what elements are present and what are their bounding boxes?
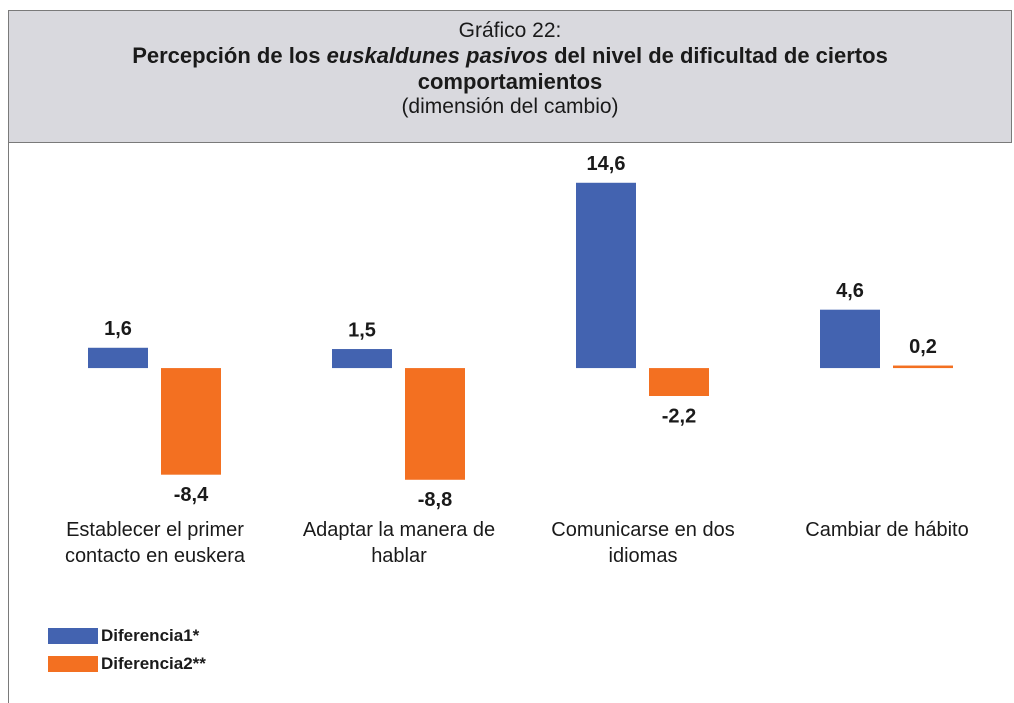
header: Gráfico 22: Percepción de los euskaldune… xyxy=(8,10,1012,143)
frame-line xyxy=(8,143,9,703)
subtitle: (dimensión del cambio) xyxy=(401,95,619,118)
legend-swatch xyxy=(48,628,98,644)
x-tick-label: Establecer el primer contacto en euskera xyxy=(64,519,246,567)
title-part: Percepción de los xyxy=(132,43,321,68)
bar xyxy=(332,349,392,369)
chart-title: Percepción de los euskaldunes pasivos de… xyxy=(115,43,905,95)
bar xyxy=(405,368,465,480)
bar xyxy=(161,368,221,475)
legend-label: Diferencia2** xyxy=(101,654,206,673)
bar xyxy=(893,365,953,369)
value-label: 14,6 xyxy=(587,153,626,175)
value-label: 1,6 xyxy=(104,318,132,340)
value-label: -2,2 xyxy=(662,405,696,427)
bar xyxy=(649,368,709,396)
legend-swatch xyxy=(48,656,98,672)
value-label: 1,5 xyxy=(348,319,376,341)
title-italic: euskaldunes pasivos xyxy=(326,43,548,68)
x-tick-label: Comunicarse en dos idiomas xyxy=(551,519,735,567)
value-label: -8,8 xyxy=(418,489,452,511)
bar xyxy=(820,309,880,369)
supertitle: Gráfico 22: xyxy=(458,19,562,42)
x-tick-label: Adaptar la manera de hablar xyxy=(302,519,496,567)
bar xyxy=(88,347,148,369)
legend-label: Diferencia1* xyxy=(101,626,200,645)
legend-item: Diferencia2** xyxy=(48,654,206,674)
value-label: 4,6 xyxy=(836,280,864,302)
bar xyxy=(576,182,636,369)
value-label: 0,2 xyxy=(909,336,937,358)
title-part: del nivel de dificultad de ciertos compo… xyxy=(417,43,888,94)
x-tick-label: Cambiar de hábito xyxy=(805,519,969,541)
value-label: -8,4 xyxy=(174,484,209,506)
legend-item: Diferencia1* xyxy=(48,626,199,646)
